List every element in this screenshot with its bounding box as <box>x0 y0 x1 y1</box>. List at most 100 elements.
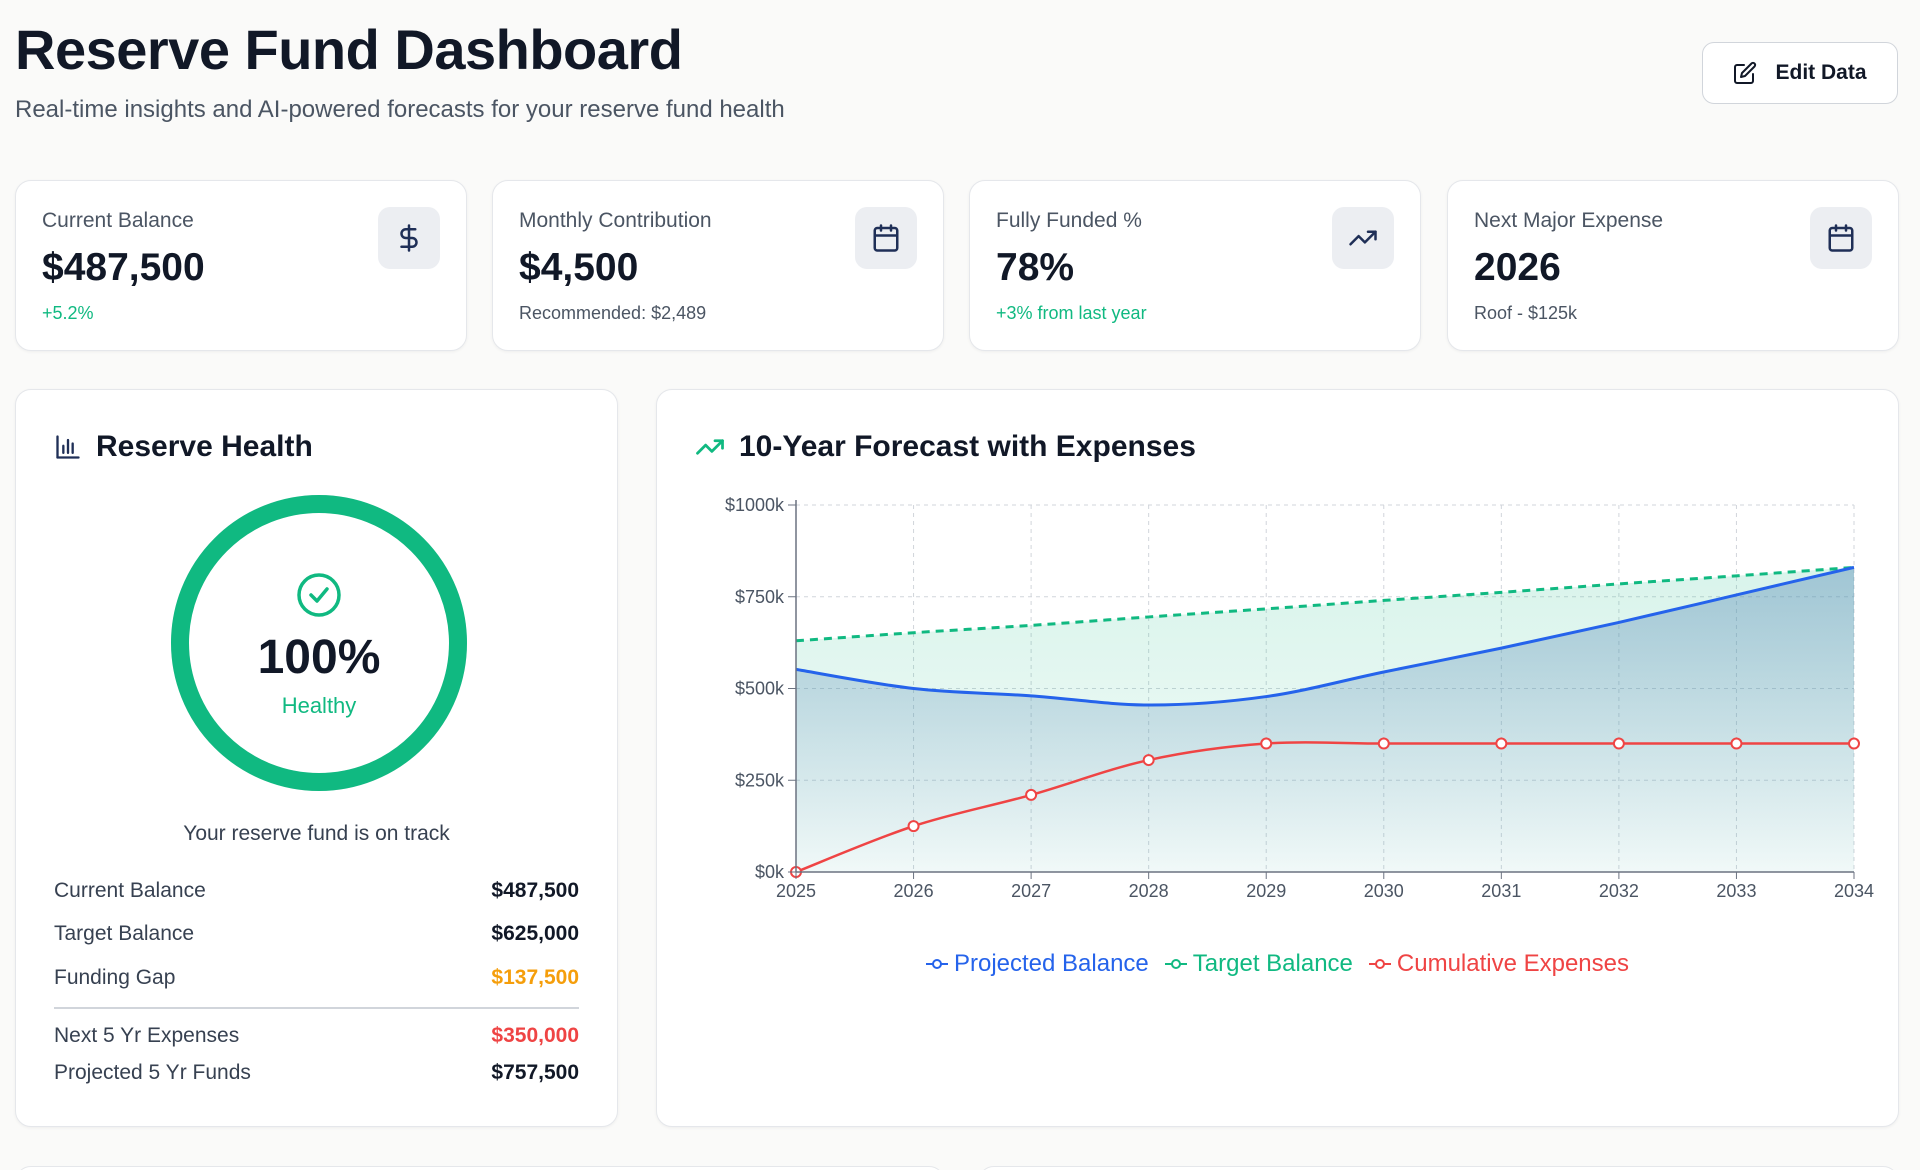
x-tick-label: 2031 <box>1481 881 1521 901</box>
projected-balance-area <box>796 567 1854 872</box>
stat-icon-box <box>1332 207 1394 269</box>
check-circle-icon <box>297 573 341 617</box>
stat-label: Current Balance <box>42 209 194 232</box>
health-row-projected-5yr-funds: Projected 5 Yr Funds $757,500 <box>54 1061 579 1085</box>
x-tick-label: 2026 <box>894 881 934 901</box>
y-tick-label: $750k <box>735 587 785 607</box>
health-message: Your reserve fund is on track <box>183 822 450 845</box>
stat-label: Fully Funded % <box>996 209 1142 232</box>
health-divider <box>54 1007 579 1009</box>
health-row-current-balance: Current Balance $487,500 <box>54 879 579 903</box>
stat-value: $487,500 <box>42 246 205 289</box>
legend-line-circle-icon <box>925 959 948 969</box>
health-row-funding-gap: Funding Gap $137,500 <box>54 966 579 990</box>
chart-areas <box>796 567 1854 872</box>
cumulative-expenses-point <box>1612 737 1625 750</box>
health-row-value: $350,000 <box>491 1024 579 1047</box>
x-tick-label: 2029 <box>1246 881 1286 901</box>
y-tick-label: $250k <box>735 770 785 790</box>
legend-label: Cumulative Expenses <box>1396 950 1630 977</box>
x-tick-label: 2034 <box>1834 881 1874 901</box>
cumulative-expenses-point <box>1025 788 1038 801</box>
page-title: Reserve Fund Dashboard <box>15 18 683 81</box>
x-tick-label: 2028 <box>1129 881 1169 901</box>
chart-legend: Projected Balance Target Balance Cumulat… <box>657 950 1898 978</box>
target-balance-line <box>795 565 1855 643</box>
reserve-health-title: Reserve Health <box>54 430 313 464</box>
stat-card-next-major-expense: Next Major Expense 2026 Roof - $125k <box>1447 180 1899 351</box>
x-tick-label: 2033 <box>1716 881 1756 901</box>
health-row-value: $487,500 <box>491 879 579 902</box>
stat-change: +5.2% <box>42 303 94 323</box>
cumulative-expenses-line <box>795 741 1854 874</box>
health-row-value: $137,500 <box>491 966 579 989</box>
cumulative-expenses-point <box>1377 737 1390 750</box>
health-gauge <box>171 495 467 791</box>
health-row-label: Current Balance <box>54 879 206 902</box>
health-status: Healthy <box>281 693 357 718</box>
gauge-arc <box>171 495 467 791</box>
page-header: Reserve Fund Dashboard Real-time insight… <box>15 18 785 124</box>
stat-expense-detail: Roof - $125k <box>1474 303 1578 323</box>
bottom-card-left <box>15 1166 945 1170</box>
health-row-label: Funding Gap <box>54 966 176 989</box>
health-percent: 100% <box>257 631 381 684</box>
stat-change: +3% from last year <box>996 303 1147 323</box>
health-row-next-5yr-expenses: Next 5 Yr Expenses $350,000 <box>54 1024 579 1048</box>
bottom-card-right <box>978 1166 1899 1170</box>
stat-card-current-balance: Current Balance $487,500 +5.2% <box>15 180 467 351</box>
health-row-label: Target Balance <box>54 922 195 945</box>
x-tick-label: 2025 <box>776 881 816 901</box>
cumulative-expenses-point <box>907 820 920 833</box>
legend-line-circle-icon <box>1368 959 1391 969</box>
stat-icon-box <box>1810 207 1872 269</box>
forecast-title-text: 10-Year Forecast with Expenses <box>739 430 1196 463</box>
cumulative-expenses-point <box>1730 737 1743 750</box>
chart-axes: $0k $250k $500k $750k $1000k 2025 2026 2027 2028… <box>725 495 1874 901</box>
stat-value: 2026 <box>1474 246 1561 289</box>
stat-label: Next Major Expense <box>1474 209 1664 232</box>
edit-icon <box>1734 61 1757 84</box>
stat-card-monthly-contribution: Monthly Contribution $4,500 Recommended:… <box>492 180 944 351</box>
legend-item-expenses[interactable]: Cumulative Expenses <box>1368 950 1630 978</box>
projected-balance-line <box>795 565 1855 707</box>
trending-up-icon <box>696 439 724 455</box>
edit-data-button[interactable]: Edit Data <box>1702 42 1898 104</box>
x-tick-label: 2027 <box>1011 881 1051 901</box>
forecast-title: 10-Year Forecast with Expenses <box>695 430 1196 464</box>
y-tick-label: $500k <box>735 679 785 699</box>
cumulative-expenses-point <box>1495 737 1508 750</box>
health-row-value: $625,000 <box>491 922 579 945</box>
stat-value: $4,500 <box>519 246 639 289</box>
dollar-icon <box>400 224 418 252</box>
edit-data-label: Edit Data <box>1775 61 1867 84</box>
legend-label: Projected Balance <box>953 950 1149 977</box>
health-row-value: $757,500 <box>491 1061 579 1084</box>
legend-item-projected[interactable]: Projected Balance <box>925 950 1149 978</box>
cumulative-expenses-point <box>1142 754 1155 767</box>
legend-label: Target Balance <box>1192 950 1353 977</box>
health-row-label: Next 5 Yr Expenses <box>54 1024 240 1047</box>
page-subtitle: Real-time insights and AI-powered foreca… <box>15 96 785 123</box>
forecast-panel: 10-Year Forecast with Expenses $0k $250k $… <box>656 389 1899 1127</box>
calendar-icon <box>873 224 899 252</box>
cumulative-expenses-point <box>1848 737 1860 750</box>
stat-label: Monthly Contribution <box>519 209 712 232</box>
health-row-label: Projected 5 Yr Funds <box>54 1061 251 1084</box>
calendar-icon <box>1828 224 1854 252</box>
y-tick-label: $0k <box>755 862 785 882</box>
x-tick-label: 2030 <box>1364 881 1404 901</box>
bar-chart-icon <box>56 435 80 459</box>
cumulative-expenses-point <box>1260 737 1273 750</box>
stat-icon-box <box>855 207 917 269</box>
trending-up-icon <box>1349 230 1377 246</box>
y-tick-label: $1000k <box>725 495 785 515</box>
reserve-health-title-text: Reserve Health <box>96 430 313 463</box>
legend-item-target[interactable]: Target Balance <box>1164 950 1353 978</box>
stat-recommended: Recommended: $2,489 <box>519 303 707 323</box>
forecast-chart: $0k $250k $500k $750k $1000k 2025 2026 2027 2028… <box>725 495 1874 901</box>
reserve-health-panel: Reserve Health 100% Healthy Your reserve… <box>15 389 618 1127</box>
stat-icon-box <box>378 207 440 269</box>
x-tick-label: 2032 <box>1599 881 1639 901</box>
stat-card-fully-funded: Fully Funded % 78% +3% from last year <box>969 180 1421 351</box>
